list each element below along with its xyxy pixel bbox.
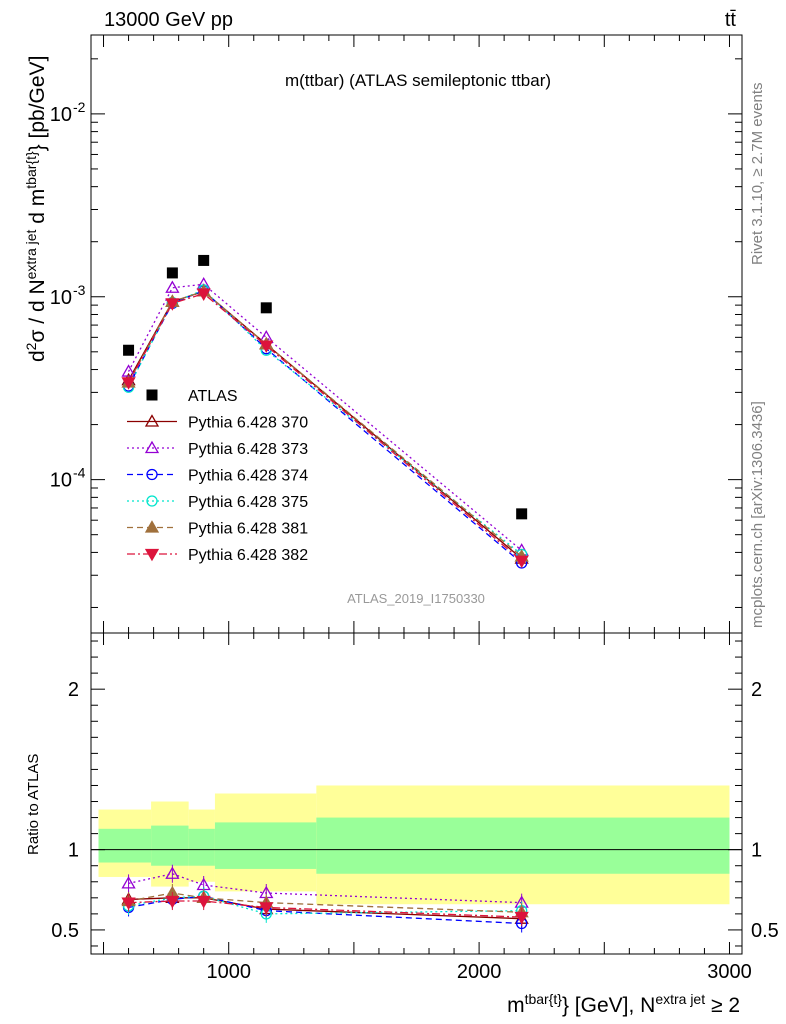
data-point-ATLAS <box>123 344 135 356</box>
uncertainty-band-inner <box>214 822 317 869</box>
ratio-point-p382 <box>514 911 529 925</box>
data-point-p382 <box>196 288 211 301</box>
ratio-line-p373 <box>128 873 522 904</box>
ratio-y-tick-label: 2 <box>68 679 79 701</box>
ratio-point-p382 <box>121 897 136 910</box>
ratio-point-p382 <box>259 902 274 915</box>
legend-marker-p370 <box>144 414 160 427</box>
ratio-point-p373 <box>165 866 180 879</box>
uncertainty-band-inner <box>151 825 189 866</box>
mcplots-label: mcplots.cern.ch [arXiv:1306.3436] <box>749 401 766 628</box>
uncertainty-band-inner <box>188 828 215 866</box>
data-point-ATLAS <box>260 302 272 314</box>
legend-marker-p374 <box>146 468 158 481</box>
upper-y-axis-label: d2σ / d Nextra jet d mtbar{t}} [pb/GeV] <box>23 56 49 362</box>
legend-label: Pythia 6.428 381 <box>188 521 308 538</box>
legend-label: ATLAS <box>188 388 238 405</box>
ratio-line-p381 <box>128 892 522 913</box>
x-tick-label: 1000 <box>206 961 251 983</box>
upper-y-tick-label-exponent: -2 <box>73 99 86 115</box>
uncertainty-band-inner <box>316 817 730 874</box>
ratio-frame <box>90 632 743 955</box>
upper-y-tick-label: 10 <box>50 104 72 126</box>
data-point-p373 <box>165 280 180 293</box>
data-point-p382 <box>514 555 529 569</box>
ratio-point-p382 <box>165 895 180 909</box>
data-point-ATLAS <box>198 254 210 266</box>
legend-label: Pythia 6.428 382 <box>188 547 308 564</box>
ratio-y-tick-label-right: 0.5 <box>751 920 779 942</box>
ratio-y-tick-label: 1 <box>68 840 79 862</box>
x-axis-label: mtbar{t}} [GeV], Nextra jet ≥ 2 <box>507 991 740 1017</box>
ratio-point-p373 <box>121 876 136 889</box>
upper-plot: 10-410-310-2 <box>50 34 743 634</box>
ratio-y-tick-label-right: 1 <box>751 840 762 862</box>
upper-frame <box>90 34 743 634</box>
upper-y-tick-label: 10 <box>50 470 72 492</box>
legend-marker-p375 <box>146 495 158 507</box>
chart-title: m(ttbar) (ATLAS semileptonic ttbar) <box>285 71 551 90</box>
legend: ATLAS Pythia 6.428 370 Pythia 6.428 373 Pyt… <box>127 388 308 564</box>
x-tick-label: 2000 <box>457 961 502 983</box>
data-point-p382 <box>165 298 180 311</box>
series-line-p375 <box>127 289 523 555</box>
legend-label: Pythia 6.428 374 <box>188 468 308 485</box>
data-point-ATLAS <box>516 508 528 520</box>
header-right: tt̄ <box>725 9 737 31</box>
analysis-id: ATLAS_2019_I1750330 <box>347 591 485 606</box>
rivet-label: Rivet 3.1.10, ≥ 2.7M events <box>749 83 766 266</box>
legend-label: Pythia 6.428 373 <box>188 441 308 458</box>
upper-y-tick-label: 10 <box>50 287 72 309</box>
legend-marker-p382 <box>144 548 160 562</box>
legend-marker-p381 <box>144 520 160 533</box>
legend-marker-ATLAS <box>146 389 158 401</box>
data-point-p382 <box>259 340 274 354</box>
ratio-y-tick-label-right: 2 <box>751 679 762 701</box>
legend-label: Pythia 6.428 370 <box>188 415 308 432</box>
ratio-line-p374 <box>128 895 522 925</box>
legend-label: Pythia 6.428 375 <box>188 494 308 511</box>
data-point-p382 <box>121 377 136 390</box>
ratio-plot: 0.5 0.5 1 1 2 2 1000 2000 3000 <box>51 632 779 983</box>
ratio-point-p382 <box>196 895 211 909</box>
header-left: 13000 GeV pp <box>104 9 233 31</box>
data-point-ATLAS <box>166 267 178 279</box>
upper-y-tick-label-exponent: -3 <box>73 282 86 298</box>
x-tick-label: 3000 <box>707 961 752 983</box>
uncertainty-band-inner <box>98 828 152 863</box>
legend-marker-p373 <box>144 440 160 454</box>
ratio-y-tick-label: 0.5 <box>51 920 79 942</box>
ratio-y-axis-label: Ratio to ATLAS <box>25 754 42 855</box>
upper-y-tick-label-exponent: -4 <box>73 465 86 481</box>
